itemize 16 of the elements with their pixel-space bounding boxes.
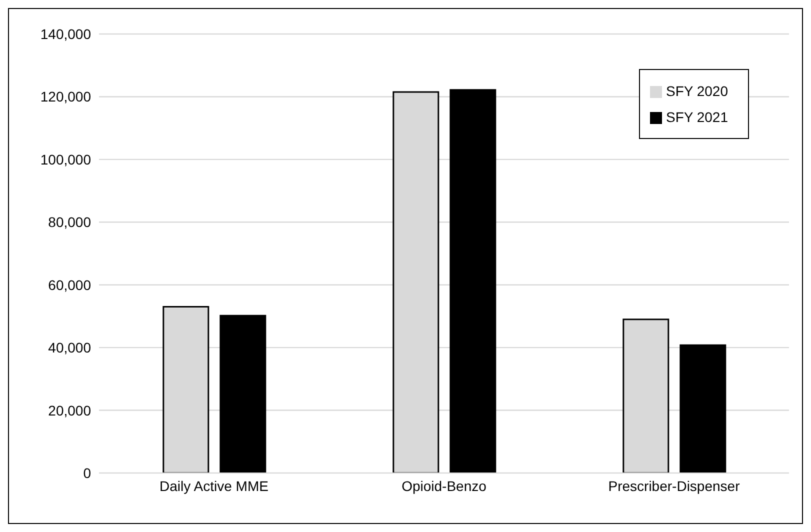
bar — [220, 314, 266, 473]
y-tick-label: 40,000 — [48, 340, 92, 356]
y-tick-label: 120,000 — [40, 88, 92, 105]
legend-label: SFY 2021 — [666, 109, 728, 125]
y-tick-label: 20,000 — [48, 402, 92, 418]
y-tick-label: 140,000 — [40, 26, 92, 42]
y-tick-label: 60,000 — [48, 276, 92, 293]
x-tick-label: Daily Active MME — [160, 478, 268, 494]
y-tick-label: 0 — [83, 464, 92, 481]
bar — [450, 89, 496, 473]
x-tick-label: Opioid-Benzo — [402, 478, 487, 494]
y-tick-label: 80,000 — [48, 214, 92, 230]
x-tick-label: Prescriber-Dispenser — [608, 478, 740, 494]
legend-label: SFY 2020 — [666, 83, 728, 99]
y-tick-label: 100,000 — [40, 151, 92, 168]
bar — [680, 344, 726, 473]
